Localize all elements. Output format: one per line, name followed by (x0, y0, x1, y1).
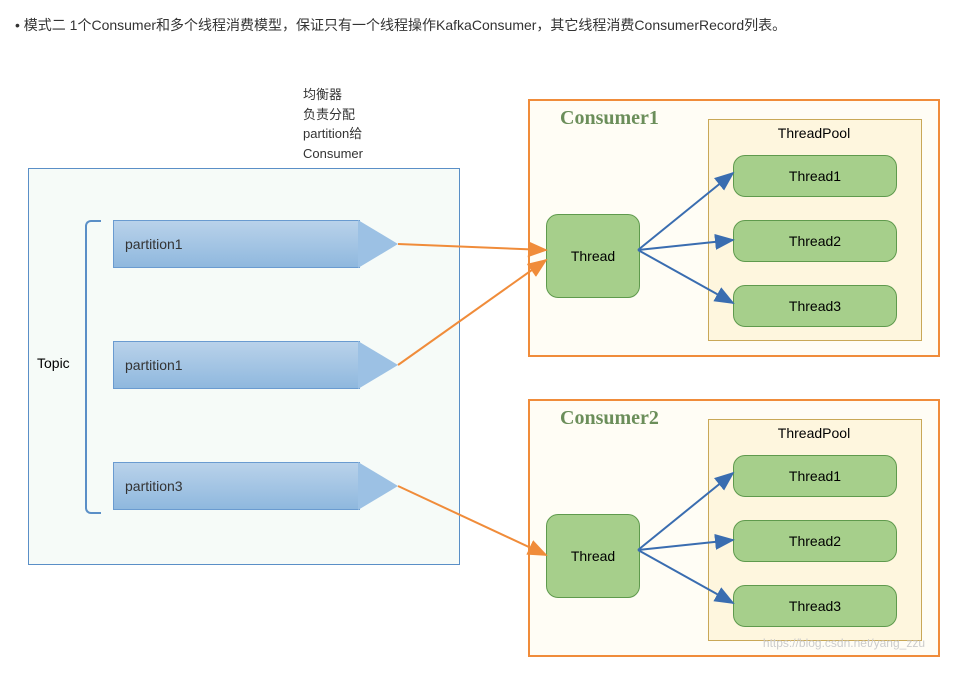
balancer-note: 均衡器负责分配partition给Consumer (303, 85, 363, 163)
bullet-text: • 模式二 1个Consumer和多个线程消费模型，保证只有一个线程操作Kafk… (15, 15, 946, 35)
partition-label: partition1 (125, 357, 183, 373)
partition-label: partition1 (125, 236, 183, 252)
watermark: https://blog.csdn.net/yang_zzu (763, 636, 925, 650)
pool-2-thread-2: Thread2 (733, 520, 897, 562)
pool-1-thread-3: Thread3 (733, 285, 897, 327)
partition-1: partition1 (113, 220, 398, 268)
partition-3: partition3 (113, 462, 398, 510)
pool-1-thread-2: Thread2 (733, 220, 897, 262)
partition-2: partition1 (113, 341, 398, 389)
partition-label: partition3 (125, 478, 183, 494)
consumer-1-thread: Thread (546, 214, 640, 298)
pool-2-thread-1: Thread1 (733, 455, 897, 497)
topic-label: Topic (37, 355, 70, 371)
threadpool-title-1: ThreadPool (708, 125, 920, 141)
topic-brace (85, 220, 101, 514)
pool-1-thread-1: Thread1 (733, 155, 897, 197)
pool-2-thread-3: Thread3 (733, 585, 897, 627)
consumer-title-2: Consumer2 (560, 407, 659, 430)
consumer-title-1: Consumer1 (560, 107, 659, 130)
diagram-canvas: 均衡器负责分配partition给Consumer Topic partitio… (15, 45, 945, 655)
threadpool-title-2: ThreadPool (708, 425, 920, 441)
consumer-2-thread: Thread (546, 514, 640, 598)
